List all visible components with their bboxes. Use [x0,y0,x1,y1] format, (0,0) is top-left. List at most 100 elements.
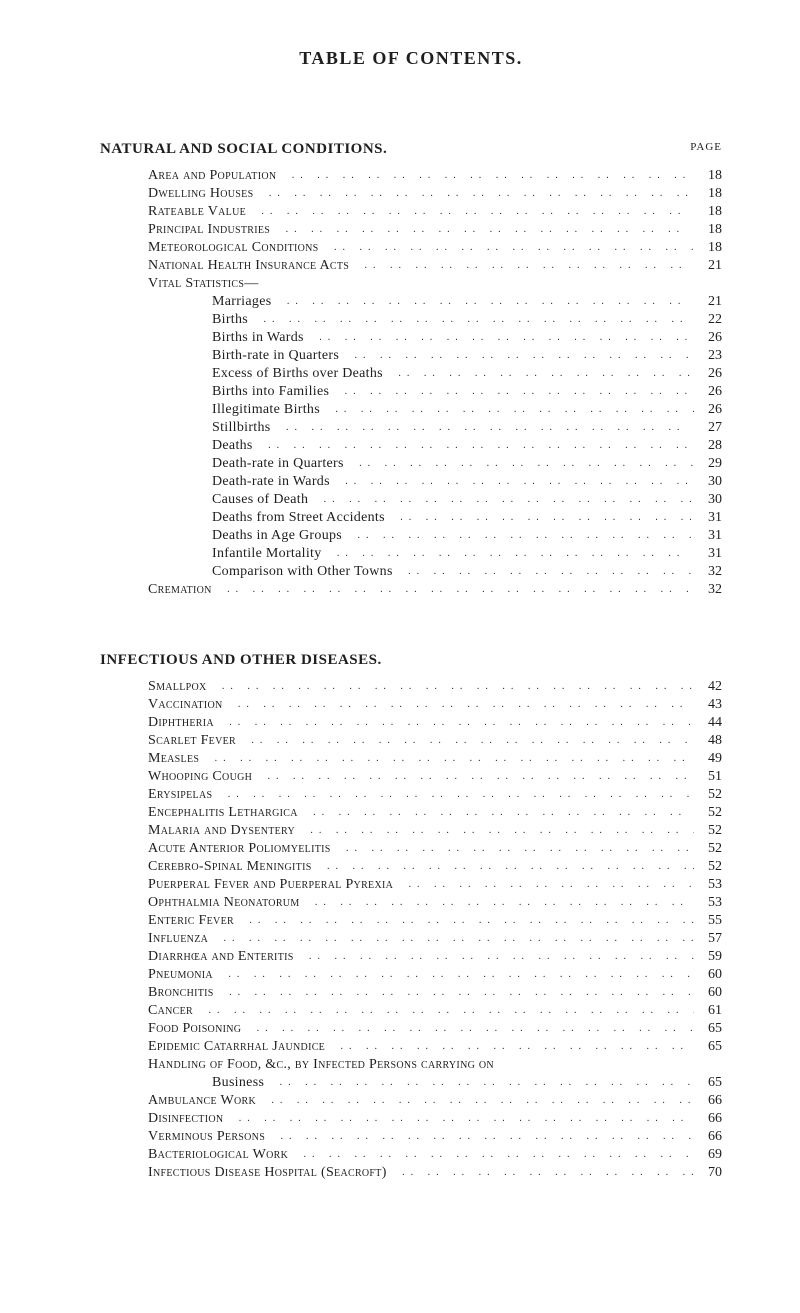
toc-page-number: 18 [694,222,722,238]
toc-label: Verminous Persons [148,1129,276,1145]
toc-page-number: 44 [694,715,722,731]
page-title: TABLE OF CONTENTS. [100,48,722,69]
toc-page-number: 52 [694,805,722,821]
toc-row: Illegitimate Births .. .. .. .. .. .. ..… [100,402,722,420]
toc-leader: .. .. .. .. .. .. .. .. .. .. .. .. .. .… [234,699,694,711]
toc-page-number: 53 [694,895,722,911]
toc-label: Deaths from Street Accidents [212,510,396,526]
toc-label: Meteorological Conditions [148,240,330,256]
toc-row: Acute Anterior Poliomyelitis .. .. .. ..… [100,841,722,859]
toc-leader: .. .. .. .. .. .. .. .. .. .. .. .. .. .… [331,404,694,416]
toc-label: Diarrhœa and Enteritis [148,949,305,965]
toc-row: Causes of Death .. .. .. .. .. .. .. .. … [100,492,722,510]
toc-label: Death-rate in Wards [212,474,341,490]
toc-leader: .. .. .. .. .. .. .. .. .. .. .. .. .. .… [225,717,694,729]
toc-label: Cancer [148,1003,204,1019]
toc-page-number: 21 [694,258,722,274]
toc-label: Ambulance Work [148,1093,267,1109]
toc-label: Cerebro-Spinal Meningitis [148,859,323,875]
toc-row: National Health Insurance Acts .. .. .. … [100,258,722,276]
toc-leader: .. .. .. .. .. .. .. .. .. .. .. .. .. .… [336,1041,694,1053]
toc-leader: .. .. .. .. .. .. .. .. .. .. .. .. .. .… [353,530,694,542]
toc-leader: .. .. .. .. .. .. .. .. .. .. .. .. .. .… [330,242,694,254]
toc-page-number: 65 [694,1039,722,1055]
toc-row: Erysipelas .. .. .. .. .. .. .. .. .. ..… [100,787,722,805]
toc-leader: .. .. .. .. .. .. .. .. .. .. .. .. .. .… [282,224,694,236]
toc-label: Epidemic Catarrhal Jaundice [148,1039,336,1055]
toc-row: Diphtheria .. .. .. .. .. .. .. .. .. ..… [100,715,722,733]
toc-page-number: 42 [694,679,722,695]
toc-leader: .. .. .. .. .. .. .. .. .. .. .. .. .. .… [323,861,694,873]
toc-label: Stillbirths [212,420,282,436]
toc-page-number: 26 [694,384,722,400]
toc-leader: .. .. .. .. .. .. .. .. .. .. .. .. .. .… [309,807,694,819]
toc-label: Dwelling Houses [148,186,265,202]
toc-row: Handling of Food, &c., by Infected Perso… [100,1057,722,1075]
toc-label: Births in Wards [212,330,315,346]
toc-label: Cremation [148,582,223,598]
toc-leader: .. .. .. .. .. .. .. .. .. .. .. .. .. .… [264,440,694,452]
section-heading: INFECTIOUS AND OTHER DISEASES. [100,652,722,669]
toc-row: Infectious Disease Hospital (Seacroft) .… [100,1165,722,1183]
toc-row: Encephalitis Lethargica .. .. .. .. .. .… [100,805,722,823]
toc-page-number: 60 [694,967,722,983]
toc-page-number: 48 [694,733,722,749]
toc-leader: .. .. .. .. .. .. .. .. .. .. .. .. .. .… [265,188,694,200]
toc-label: Infantile Mortality [212,546,333,562]
toc-label: Ophthalmia Neonatorum [148,895,311,911]
toc-row: Deaths from Street Accidents .. .. .. ..… [100,510,722,528]
toc-leader: .. .. .. .. .. .. .. .. .. .. .. .. .. .… [311,897,694,909]
toc-page-number: 32 [694,582,722,598]
toc-body: NATURAL AND SOCIAL CONDITIONS.PAGEArea a… [100,141,722,1184]
toc-leader: .. .. .. .. .. .. .. .. .. .. .. .. .. .… [341,476,694,488]
toc-label: Birth-rate in Quarters [212,348,351,364]
toc-label: Causes of Death [212,492,320,508]
toc-leader: .. .. .. .. .. .. .. .. .. .. .. .. .. .… [220,933,694,945]
toc-label: Area and Population [148,168,288,184]
toc-leader: .. .. .. .. .. .. .. .. .. .. .. .. .. .… [267,1095,694,1107]
toc-row: Area and Population .. .. .. .. .. .. ..… [100,168,722,186]
toc-label: Deaths in Age Groups [212,528,353,544]
toc-page-number: 55 [694,913,722,929]
toc-label: Death-rate in Quarters [212,456,355,472]
toc-row: Marriages .. .. .. .. .. .. .. .. .. .. … [100,294,722,312]
toc-label: Puerperal Fever and Puerperal Pyrexia [148,877,405,893]
toc-row: Death-rate in Quarters .. .. .. .. .. ..… [100,456,722,474]
toc-leader: .. .. .. .. .. .. .. .. .. .. .. .. .. .… [282,422,694,434]
toc-page-number: 31 [694,546,722,562]
toc-leader: .. .. .. .. .. .. .. .. .. .. .. .. .. .… [342,843,694,855]
toc-row: Epidemic Catarrhal Jaundice .. .. .. .. … [100,1039,722,1057]
toc-page-number: 60 [694,985,722,1001]
toc-leader: .. .. .. .. .. .. .. .. .. .. .. .. .. .… [355,458,694,470]
toc-page-number: 52 [694,859,722,875]
toc-row: Meteorological Conditions .. .. .. .. ..… [100,240,722,258]
toc-row: Bacteriological Work .. .. .. .. .. .. .… [100,1147,722,1165]
toc-leader: .. .. .. .. .. .. .. .. .. .. .. .. .. .… [394,368,694,380]
toc-row: Principal Industries .. .. .. .. .. .. .… [100,222,722,240]
toc-page-number: 26 [694,330,722,346]
toc-label: Rateable Value [148,204,257,220]
toc-page-number: 29 [694,456,722,472]
toc-leader: .. .. .. .. .. .. .. .. .. .. .. .. .. .… [320,494,694,506]
toc-leader: .. .. .. .. .. .. .. .. .. .. .. .. .. .… [288,170,694,182]
toc-page-number: 30 [694,492,722,508]
toc-page-number: 66 [694,1129,722,1145]
toc-leader: .. .. .. .. .. .. .. .. .. .. .. .. .. .… [333,548,694,560]
toc-leader: .. .. .. .. .. .. .. .. .. .. .. .. .. .… [351,350,694,362]
toc-row: Malaria and Dysentery .. .. .. .. .. .. … [100,823,722,841]
toc-leader: .. .. .. .. .. .. .. .. .. .. .. .. .. .… [223,584,694,596]
toc-leader: .. .. .. .. .. .. .. .. .. .. .. .. .. .… [218,681,694,693]
toc-page-number: 23 [694,348,722,364]
toc-leader: .. .. .. .. .. .. .. .. .. .. .. .. .. .… [204,1005,694,1017]
toc-label: Disinfection [148,1111,235,1127]
toc-row: Excess of Births over Deaths .. .. .. ..… [100,366,722,384]
toc-row: Whooping Cough .. .. .. .. .. .. .. .. .… [100,769,722,787]
toc-row: Cancer .. .. .. .. .. .. .. .. .. .. .. … [100,1003,722,1021]
toc-leader: .. .. .. .. .. .. .. .. .. .. .. .. .. .… [396,512,694,524]
toc-row: Death-rate in Wards .. .. .. .. .. .. ..… [100,474,722,492]
toc-page-number: 70 [694,1165,722,1181]
toc-page-number: 18 [694,168,722,184]
toc-label: Bronchitis [148,985,225,1001]
toc-page-number: 26 [694,402,722,418]
toc-leader: .. .. .. .. .. .. .. .. .. .. .. .. .. .… [224,969,694,981]
